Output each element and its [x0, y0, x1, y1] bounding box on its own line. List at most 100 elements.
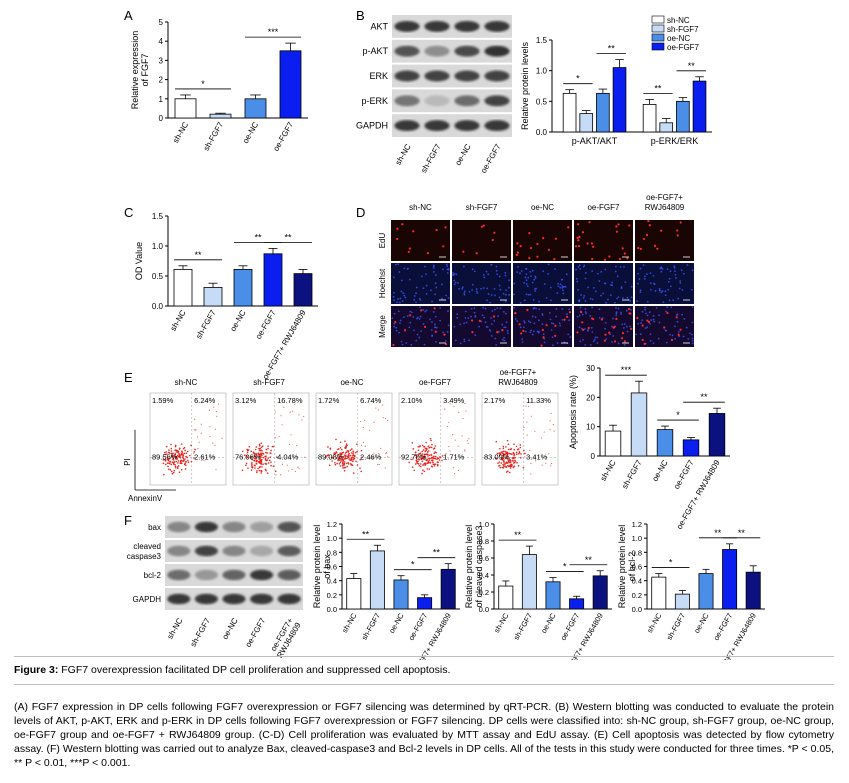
caption-rule-2 [14, 684, 834, 685]
event-dot [505, 457, 507, 460]
nucleus-dot [490, 294, 493, 296]
nucleus-dot [523, 320, 526, 322]
event-dot [506, 439, 509, 442]
nucleus-dot [529, 293, 532, 296]
nucleus-dot [630, 296, 633, 299]
nucleus-dot [410, 343, 413, 346]
nucleus-dot [525, 267, 528, 270]
event-dot [193, 452, 195, 454]
y-tick-label: 0.0 [536, 128, 548, 137]
significance-mark: * [669, 558, 673, 568]
nucleus-dot [589, 297, 592, 300]
event-dot [189, 454, 191, 457]
nucleus-dot [578, 264, 581, 267]
nucleus-dot [653, 320, 656, 323]
event-dot [497, 462, 499, 464]
nucleus-dot [581, 313, 584, 316]
nucleus-dot [603, 282, 606, 284]
event-dot [433, 452, 436, 455]
nucleus-dot [415, 301, 417, 304]
nucleus-dot [397, 310, 400, 313]
flow-y-axis-label: PI [123, 458, 132, 466]
bar [545, 581, 561, 610]
edu-dot [516, 242, 519, 245]
event-dot [408, 461, 411, 464]
event-dot [467, 442, 469, 444]
bar [293, 273, 313, 307]
bar [244, 98, 267, 119]
nucleus-dot [406, 315, 409, 317]
nucleus-dot [545, 297, 548, 299]
event-dot [498, 454, 501, 456]
nucleus-dot [447, 297, 450, 299]
nucleus-dot [593, 338, 596, 341]
x-tick-label: sh-FGF7 [620, 458, 644, 490]
edu-dot [553, 257, 556, 261]
event-dot [270, 449, 272, 452]
nucleus-dot [592, 286, 595, 289]
nucleus-dot [461, 286, 464, 289]
panel-label-b: B [356, 8, 365, 23]
legend-swatch [651, 42, 665, 51]
event-dot [164, 453, 167, 456]
y-tick-label: 20 [586, 393, 595, 402]
nucleus-dot [642, 264, 645, 266]
edu-dot [591, 257, 594, 261]
quadrant-ll: 89.56% [152, 452, 178, 461]
nucleus-dot [393, 291, 395, 294]
event-dot [274, 411, 277, 413]
edu-dot [407, 250, 410, 254]
event-dot [515, 445, 518, 448]
event-dot [377, 463, 379, 466]
x-tick-label: oe-FGF7 [254, 308, 278, 341]
nucleus-dot [473, 307, 476, 310]
event-dot [550, 465, 552, 467]
event-dot [174, 455, 177, 458]
event-dot [421, 460, 424, 463]
y-axis-label-line: Relative protein level [464, 525, 474, 609]
edu-dot [396, 237, 399, 241]
event-dot [343, 458, 346, 460]
nucleus-dot [447, 268, 450, 271]
nucleus-dot [666, 306, 669, 308]
nucleus-dot [584, 344, 587, 346]
nucleus-dot [639, 333, 642, 336]
nucleus-dot [454, 339, 457, 342]
event-dot [190, 460, 193, 463]
nucleus-dot [397, 263, 400, 266]
event-dot [348, 452, 351, 455]
event-dot [508, 457, 510, 459]
nucleus-dot [587, 329, 589, 332]
event-dot [339, 461, 342, 464]
blot-band [250, 545, 274, 557]
event-dot [552, 424, 554, 426]
nucleus-dot [498, 284, 501, 287]
edu-dot [434, 330, 437, 333]
event-dot [216, 415, 218, 417]
nucleus-dot [495, 344, 498, 346]
nucleus-dot [652, 318, 655, 321]
nucleus-dot [605, 338, 608, 340]
legend-label: sh-FGF7 [667, 25, 699, 34]
event-dot [248, 445, 251, 448]
blot-band [394, 95, 420, 107]
event-dot [422, 469, 424, 471]
event-dot [548, 453, 550, 455]
edu-dot [443, 333, 446, 336]
event-dot [288, 470, 290, 472]
nucleus-dot [485, 325, 488, 328]
nucleus-dot [531, 315, 534, 318]
event-dot [185, 455, 187, 458]
nucleus-dot [561, 286, 564, 289]
event-dot [260, 472, 262, 474]
edu-dot [608, 255, 611, 258]
nucleus-dot [682, 272, 685, 275]
event-dot [265, 451, 267, 454]
event-dot [184, 449, 186, 452]
event-dot [250, 456, 253, 458]
event-dot [266, 459, 269, 461]
nucleus-dot [550, 329, 553, 331]
event-dot [337, 459, 339, 462]
nucleus-dot [584, 311, 587, 314]
event-dot [180, 462, 183, 465]
